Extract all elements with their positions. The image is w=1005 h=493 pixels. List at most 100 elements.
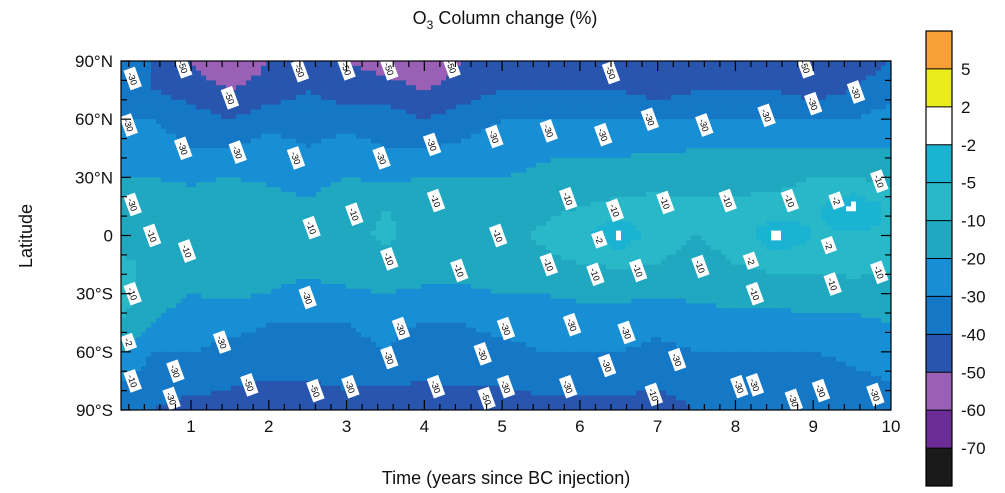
contour-cell [656, 182, 662, 188]
contour-cell [636, 201, 642, 208]
contour-cell [201, 119, 207, 125]
contour-cell [126, 167, 132, 174]
contour-cell [461, 196, 467, 203]
contour-cell [376, 177, 382, 183]
contour-cell [201, 133, 207, 140]
contour-cell [651, 80, 657, 86]
contour-cell [286, 211, 292, 217]
contour-cell [381, 70, 387, 77]
contour-cell [811, 196, 817, 203]
contour-cell [336, 206, 342, 212]
contour-cell [326, 157, 332, 164]
contour-cell [596, 153, 602, 159]
contour-cell [471, 191, 477, 198]
contour-cell [746, 104, 752, 111]
contour-cell [536, 128, 542, 135]
contour-cell [676, 85, 682, 91]
contour-cell [261, 133, 267, 140]
contour-cell [426, 216, 432, 222]
contour-cell [666, 167, 672, 174]
contour-cell [821, 85, 827, 91]
contour-cell [776, 177, 782, 183]
contour-cell [186, 133, 192, 140]
contour-cell [286, 138, 292, 145]
contour-cell [306, 94, 312, 101]
contour-cell [411, 157, 417, 164]
contour-cell [331, 61, 337, 67]
contour-cell [346, 109, 352, 115]
contour-cell [141, 85, 147, 91]
contour-cell [436, 90, 442, 96]
contour-cell [221, 85, 227, 91]
contour-cell [621, 119, 627, 125]
contour-cell [526, 177, 532, 183]
contour-cell [856, 211, 862, 217]
contour-cell [326, 162, 332, 169]
contour-cell [526, 153, 532, 159]
contour-cell [711, 157, 717, 164]
contour-cell [411, 191, 417, 198]
contour-cell [476, 65, 482, 72]
contour-cell [751, 85, 757, 91]
contour-cell [836, 211, 842, 217]
contour-cell [511, 104, 517, 111]
contour-cell [711, 75, 717, 81]
contour-cell [276, 90, 282, 96]
contour-cell [836, 70, 842, 77]
contour-cell [166, 162, 172, 169]
title-subscript: 3 [427, 18, 434, 32]
contour-cell [586, 191, 592, 198]
contour-cell [316, 109, 322, 115]
contour-cell [301, 124, 307, 130]
contour-cell [351, 61, 357, 67]
contour-cell [416, 206, 422, 212]
contour-cell [446, 124, 452, 130]
contour-cell [476, 119, 482, 125]
contour-cell [266, 85, 272, 91]
contour-cell [181, 90, 187, 96]
contour-cell [256, 109, 262, 115]
contour-cell [481, 104, 487, 111]
contour-cell [831, 70, 837, 77]
contour-cell [186, 167, 192, 174]
contour-cell [211, 157, 217, 164]
contour-cell [746, 138, 752, 145]
contour-cell [451, 148, 457, 154]
contour-cell [356, 99, 362, 106]
contour-cell [716, 157, 722, 164]
contour-cell [781, 109, 787, 115]
contour-cell [711, 65, 717, 72]
contour-cell [356, 94, 362, 101]
contour-cell [491, 201, 497, 208]
contour-cell [811, 191, 817, 198]
contour-cell [331, 177, 337, 183]
contour-cell [161, 157, 167, 164]
contour-cell [726, 153, 732, 159]
contour-cell [686, 172, 692, 178]
contour-cell [806, 167, 812, 174]
contour-cell [346, 191, 352, 198]
contour-cell [781, 182, 787, 188]
contour-cell [411, 162, 417, 169]
contour-cell [176, 94, 182, 101]
contour-cell [546, 206, 552, 212]
contour-cell [426, 153, 432, 159]
contour-cell [201, 201, 207, 208]
contour-cell [481, 167, 487, 174]
contour-cell [746, 109, 752, 115]
contour-cell [221, 70, 227, 77]
contour-cell [166, 94, 172, 101]
contour-cell [551, 80, 557, 86]
contour-cell [301, 182, 307, 188]
contour-cell [821, 148, 827, 154]
contour-cell [701, 191, 707, 198]
contour-cell [141, 75, 147, 81]
contour-cell [136, 94, 142, 101]
contour-cell [821, 196, 827, 203]
contour-cell [591, 162, 597, 169]
contour-cell [526, 114, 532, 120]
contour-cell [361, 211, 367, 217]
contour-cell [711, 133, 717, 140]
contour-cell [201, 191, 207, 198]
contour-cell [331, 201, 337, 208]
